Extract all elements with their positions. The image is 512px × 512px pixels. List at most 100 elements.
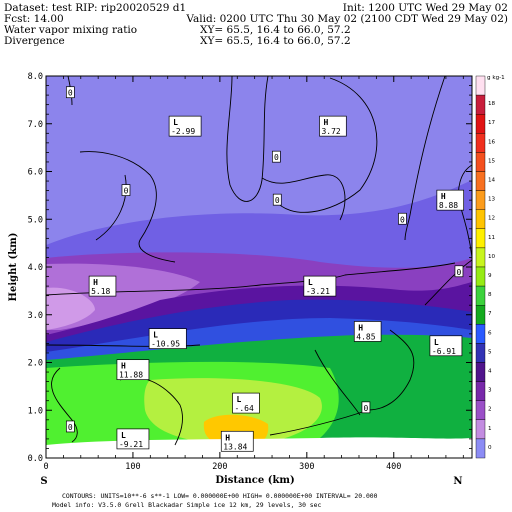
colorbar-swatch — [475, 247, 486, 268]
colorbar-swatch — [475, 152, 486, 172]
colorbar-level-label: 14 — [488, 178, 496, 184]
contour-label: 0 — [272, 193, 282, 206]
colorbar-level-label: 6 — [488, 330, 492, 336]
contour-line — [226, 76, 269, 202]
colorbar-level-label: 16 — [488, 139, 496, 145]
marker-value: -6.91 — [432, 347, 456, 356]
marker-value: 3.72 — [321, 127, 340, 136]
y-tick-label: 0.0 — [28, 454, 43, 464]
x-axis: 0 100 200 300 400 — [43, 76, 464, 472]
colorbar-swatch — [475, 266, 486, 287]
header-field-overlay: Divergence — [4, 35, 65, 47]
contour-line — [274, 77, 378, 213]
colorbar-level-label: 12 — [488, 216, 495, 222]
marker-kind: H — [225, 433, 230, 442]
marker-box — [148, 328, 187, 349]
contour-label-box — [272, 193, 282, 206]
contour-line — [51, 367, 78, 443]
contour-label: 0 — [65, 86, 75, 99]
contour-line — [367, 329, 415, 411]
colorbar-swatch — [475, 400, 486, 421]
contour-label-box — [361, 401, 371, 414]
contour-label: 0 — [272, 150, 281, 163]
colorbar-level-label: 15 — [488, 158, 496, 164]
colorbar-level-label: 7 — [488, 311, 492, 317]
endpoint-south: S — [40, 476, 47, 487]
y-tick-label: 7.0 — [28, 120, 43, 130]
x-tick-label: 0 — [43, 462, 48, 472]
colorbar-level-label: 5 — [488, 349, 492, 355]
low-marker: L-6.91 — [429, 335, 463, 357]
low-marker: L-2.99 — [168, 115, 202, 137]
marker-box — [168, 115, 202, 137]
colorbar-level-label: 9 — [488, 273, 492, 279]
marker-value: 13.84 — [223, 442, 247, 451]
x-tick-label: 200 — [212, 462, 227, 472]
contour-label: 0 — [361, 401, 371, 414]
footer-contours: CONTOURS: UNITS=10**-6 s**-1 LOW= 0.0000… — [62, 492, 378, 500]
marker-value: 5.18 — [91, 287, 110, 296]
endpoint-north: N — [453, 476, 462, 487]
x-tick-label: 300 — [299, 462, 314, 472]
marker-kind: L — [173, 118, 178, 127]
y-tick-label: 1.0 — [28, 406, 43, 416]
header-valid: Valid: 0200 UTC Thu 30 May 02 (2100 CDT … — [185, 13, 508, 25]
colorbar-swatch — [475, 438, 486, 459]
colorbar-level-label: 10 — [488, 254, 496, 260]
contour-line — [424, 259, 472, 306]
marker-kind: L — [308, 278, 313, 287]
divergence-contours — [46, 76, 472, 446]
low-marker: L-.64 — [232, 392, 260, 414]
contour-label-text: 0 — [124, 187, 129, 196]
marker-kind: H — [121, 362, 126, 371]
marker-kind: L — [153, 331, 158, 340]
colorbar-level-label: 17 — [488, 120, 496, 126]
colorbar-swatch — [475, 362, 486, 382]
marker-kind: H — [323, 118, 328, 127]
marker-box — [436, 189, 465, 211]
colorbar-swatch — [475, 133, 486, 153]
header-xy-primary: XY= 65.5, 16.4 to 66.0, 57.2 — [200, 24, 351, 36]
colorbar-swatch — [475, 285, 486, 306]
marker-box — [232, 392, 260, 414]
contour-line — [79, 151, 176, 263]
colorbar-level-label: 0 — [488, 445, 492, 451]
contour-label: 0 — [121, 184, 131, 196]
colorbar-swatch — [475, 381, 486, 401]
y-tick-label: 4.0 — [28, 263, 43, 273]
contour-label-box — [398, 212, 407, 225]
contour-label-box — [65, 420, 75, 433]
marker-box — [116, 428, 150, 450]
marker-box — [220, 430, 254, 452]
marker-kind: H — [441, 192, 446, 201]
contour-line — [95, 174, 127, 241]
contour-label-box — [272, 150, 281, 163]
contour-line — [46, 284, 261, 296]
colorbar-swatch — [475, 419, 486, 440]
contour-line — [259, 262, 456, 286]
colorbar-unit: g kg-1 — [487, 75, 505, 81]
header-fcst: Fcst: 14.00 — [4, 13, 64, 25]
marker-kind: L — [237, 395, 242, 404]
high-marker: H5.18 — [88, 275, 117, 297]
marker-value: -.64 — [235, 404, 254, 413]
footer-model-info: Model info: V3.5.0 Grell Blackadar Simpl… — [52, 501, 321, 509]
high-marker: H11.88 — [116, 359, 150, 381]
contour-label-box — [65, 86, 75, 99]
marker-kind: H — [358, 323, 363, 332]
colorbar-swatch — [475, 228, 486, 249]
header-field-primary: Water vapor mixing ratio — [4, 24, 137, 36]
colorbar-swatch — [475, 94, 486, 115]
field-band-light-pink — [46, 287, 95, 330]
high-marker: H3.72 — [319, 115, 347, 137]
marker-value: -9.21 — [119, 440, 143, 449]
colorbar-swatch — [475, 171, 486, 191]
colorbar-swatch — [475, 305, 486, 325]
colorbar-swatch — [475, 209, 486, 229]
colorbar-swatch — [475, 113, 486, 134]
field-markers: 00000000L-2.99H3.72H8.88H5.18L-3.21L-10.… — [65, 86, 465, 452]
low-marker: L-10.95 — [148, 328, 187, 349]
colorbar-swatch — [475, 343, 486, 363]
